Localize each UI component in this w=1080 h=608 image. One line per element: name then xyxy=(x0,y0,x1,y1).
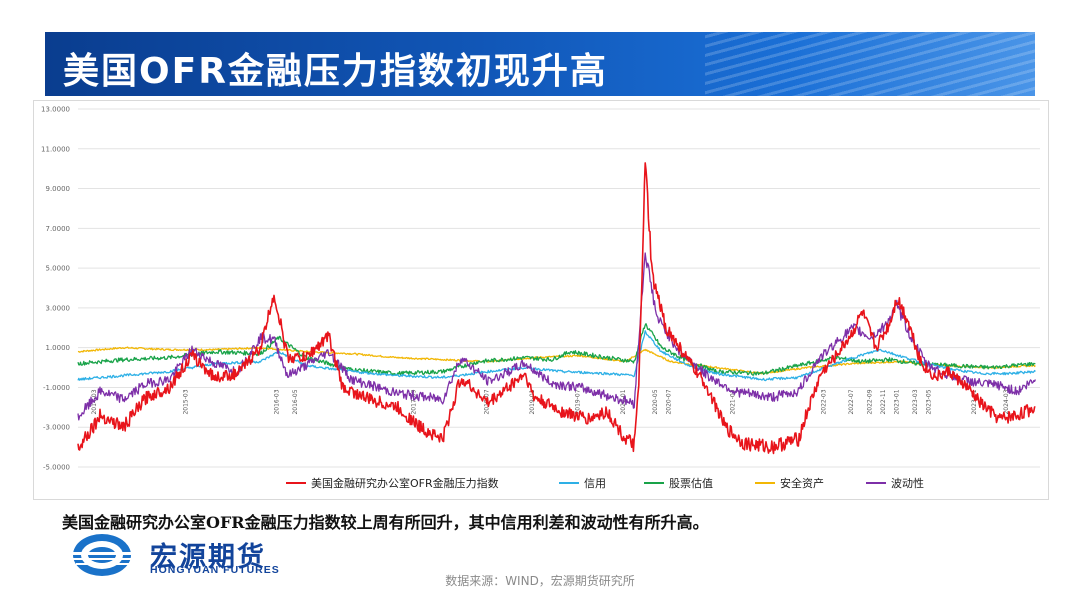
banner-stripes xyxy=(705,32,1035,96)
company-logo: 宏源期货 HONGYUAN FUTURES xyxy=(72,532,312,580)
x-tick-label: 2022-07 xyxy=(848,389,855,414)
series-line xyxy=(77,330,1036,382)
x-tick-label: 2023-11 xyxy=(971,389,978,414)
y-tick-label: 3.0000 xyxy=(46,304,71,312)
logo-chinese-name: 宏源期货 xyxy=(150,542,266,573)
y-tick-label: -1.0000 xyxy=(43,384,70,392)
series-line xyxy=(77,162,1036,455)
x-tick-label: 2017-09 xyxy=(410,389,417,414)
line-chart: 13.0000 11.0000 9.0000 7.0000 5.0000 3.0000 1.… xyxy=(41,106,1040,490)
y-tick-label: 1.0000 xyxy=(46,344,71,352)
x-tick-label: 2021-03 xyxy=(730,389,737,414)
hongyuan-logo-icon xyxy=(72,534,138,576)
series-line xyxy=(77,323,1036,376)
legend-label: 美国金融研究办公室OFR金融压力指数 xyxy=(311,476,499,490)
y-tick-label: -3.0000 xyxy=(43,424,70,432)
x-tick-label: 2019-07 xyxy=(575,389,582,414)
y-tick-label: 11.0000 xyxy=(41,145,70,153)
y-tick-label: 7.0000 xyxy=(46,225,71,233)
x-tick-label: 2024-03 xyxy=(1003,389,1010,414)
legend-label: 安全资产 xyxy=(780,476,824,490)
data-source: 数据来源：WIND，宏源期货研究所 xyxy=(445,574,635,588)
x-tick-label: 2019-01 xyxy=(529,389,536,414)
page-title: 美国OFR金融压力指数初现升高 xyxy=(63,51,608,92)
x-tick-label: 2020-05 xyxy=(652,389,659,414)
y-tick-label: 5.0000 xyxy=(46,265,71,273)
x-tick-label: 2022-09 xyxy=(866,389,873,414)
y-tick-label: 9.0000 xyxy=(46,185,71,193)
series-line xyxy=(77,252,1036,421)
x-tick-label: 2022-03 xyxy=(821,389,828,414)
chart-frame: 13.0000 11.0000 9.0000 7.0000 5.0000 3.0000 1.… xyxy=(33,100,1049,500)
x-tick-label: 2016-05 xyxy=(292,389,299,414)
legend-label: 信用 xyxy=(584,477,606,490)
x-tick-label: 2023-01 xyxy=(894,389,901,414)
x-tick-label: 2022-11 xyxy=(880,389,887,414)
x-tick-label: 2023-05 xyxy=(926,389,933,414)
x-tick-label: 2016-03 xyxy=(274,389,281,414)
legend-label: 波动性 xyxy=(891,476,924,490)
y-tick-label: 13.0000 xyxy=(41,106,70,114)
legend-label: 股票估值 xyxy=(669,477,713,490)
x-tick-label: 2015-03 xyxy=(182,389,189,414)
title-banner: 美国OFR金融压力指数初现升高 xyxy=(45,32,1035,96)
series-line xyxy=(77,346,1036,375)
x-tick-label: 2020-07 xyxy=(666,389,673,414)
logo-english-name: HONGYUAN FUTURES xyxy=(150,564,280,576)
x-tick-label: 2023-03 xyxy=(912,389,919,414)
y-tick-label: -5.0000 xyxy=(43,464,70,472)
summary-text: 美国金融研究办公室OFR金融压力指数较上周有所回升，其中信用利差和波动性有所升高… xyxy=(62,513,709,532)
